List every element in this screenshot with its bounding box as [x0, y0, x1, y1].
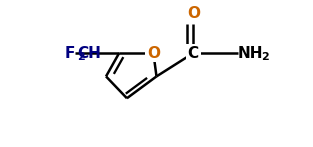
- Text: O: O: [187, 6, 200, 21]
- Text: 2: 2: [77, 52, 85, 62]
- Text: NH: NH: [238, 46, 263, 61]
- Text: C: C: [188, 46, 199, 61]
- Text: F: F: [65, 46, 75, 61]
- Text: O: O: [147, 46, 160, 61]
- Text: 2: 2: [261, 52, 269, 62]
- Text: CH: CH: [77, 46, 101, 61]
